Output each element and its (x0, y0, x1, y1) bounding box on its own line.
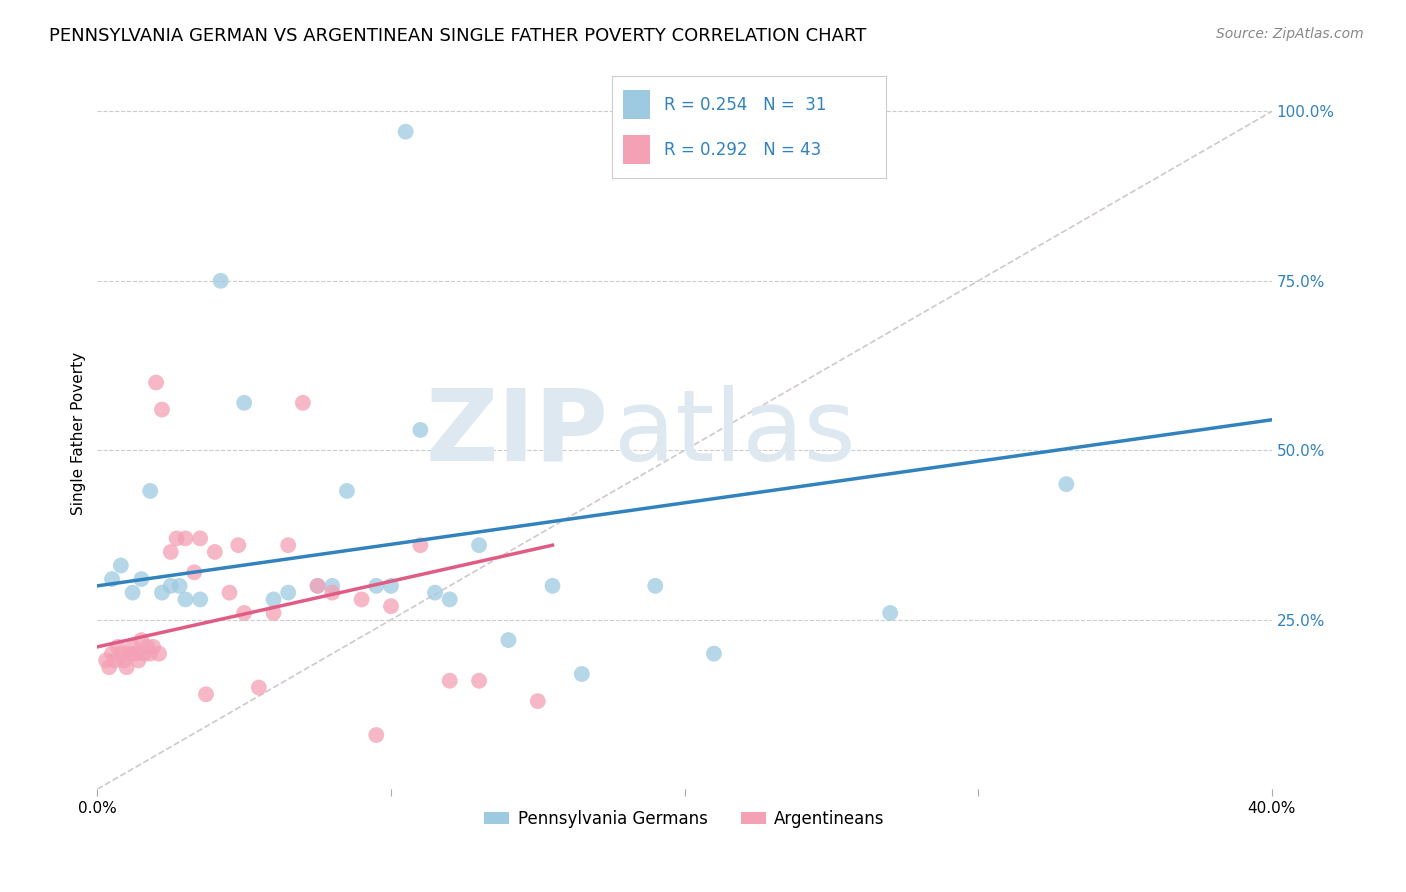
Text: PENNSYLVANIA GERMAN VS ARGENTINEAN SINGLE FATHER POVERTY CORRELATION CHART: PENNSYLVANIA GERMAN VS ARGENTINEAN SINGL… (49, 27, 866, 45)
Point (321, 585, 343, 599)
Point (366, 728, 388, 742)
Point (112, 653, 135, 667)
Point (188, 592, 211, 607)
Point (1054, 477, 1077, 491)
Point (136, 640, 159, 654)
Point (98, 660, 121, 674)
Point (879, 606, 901, 620)
Point (209, 274, 232, 288)
Point (263, 606, 285, 620)
Point (498, 633, 520, 648)
Point (226, 538, 249, 552)
Point (188, 532, 211, 546)
Point (134, 647, 156, 661)
Point (336, 483, 359, 498)
Point (121, 585, 143, 599)
FancyBboxPatch shape (623, 90, 650, 119)
Point (127, 653, 149, 667)
Point (104, 653, 127, 667)
Point (148, 647, 170, 661)
Point (124, 647, 146, 661)
Point (423, 585, 446, 599)
FancyBboxPatch shape (623, 136, 650, 164)
Point (541, 579, 564, 593)
Point (110, 647, 132, 661)
Point (174, 592, 197, 607)
Point (571, 667, 593, 681)
Point (307, 579, 329, 593)
Point (142, 640, 165, 654)
Point (159, 579, 181, 593)
Text: ZIP: ZIP (426, 384, 609, 482)
Text: atlas: atlas (614, 384, 856, 482)
Point (263, 592, 285, 607)
Point (644, 579, 666, 593)
Point (218, 585, 240, 599)
Point (277, 585, 299, 599)
Point (233, 606, 256, 620)
Point (183, 566, 205, 580)
Point (107, 640, 129, 654)
Point (169, 579, 191, 593)
Point (291, 396, 314, 410)
Point (703, 647, 725, 661)
Point (174, 532, 197, 546)
Legend: Pennsylvania Germans, Argentineans: Pennsylvania Germans, Argentineans (478, 803, 891, 834)
Point (159, 545, 181, 559)
Point (468, 538, 491, 552)
Point (366, 579, 388, 593)
Point (233, 396, 256, 410)
Point (101, 647, 124, 661)
Point (118, 647, 141, 661)
Point (139, 483, 162, 498)
Point (145, 376, 167, 390)
Point (277, 538, 299, 552)
Y-axis label: Single Father Poverty: Single Father Poverty (72, 351, 86, 515)
Point (204, 545, 226, 559)
Point (150, 585, 173, 599)
Point (96, 653, 118, 667)
Text: R = 0.254   N =  31: R = 0.254 N = 31 (664, 95, 827, 113)
Point (439, 592, 461, 607)
Point (380, 579, 402, 593)
Point (350, 592, 373, 607)
Point (307, 579, 329, 593)
Text: Source: ZipAtlas.com: Source: ZipAtlas.com (1216, 27, 1364, 41)
Point (115, 660, 138, 674)
Point (131, 572, 153, 586)
Point (468, 673, 491, 688)
Point (395, 125, 418, 139)
Point (321, 579, 343, 593)
Point (101, 572, 124, 586)
Text: R = 0.292   N = 43: R = 0.292 N = 43 (664, 141, 821, 159)
Point (166, 532, 188, 546)
Point (195, 687, 218, 701)
Point (139, 647, 162, 661)
Point (527, 694, 550, 708)
Point (121, 640, 143, 654)
Point (409, 538, 432, 552)
Point (150, 402, 173, 417)
Point (409, 423, 432, 437)
Point (247, 681, 270, 695)
Point (110, 558, 132, 573)
Point (380, 599, 402, 614)
Point (439, 673, 461, 688)
Point (131, 633, 153, 648)
